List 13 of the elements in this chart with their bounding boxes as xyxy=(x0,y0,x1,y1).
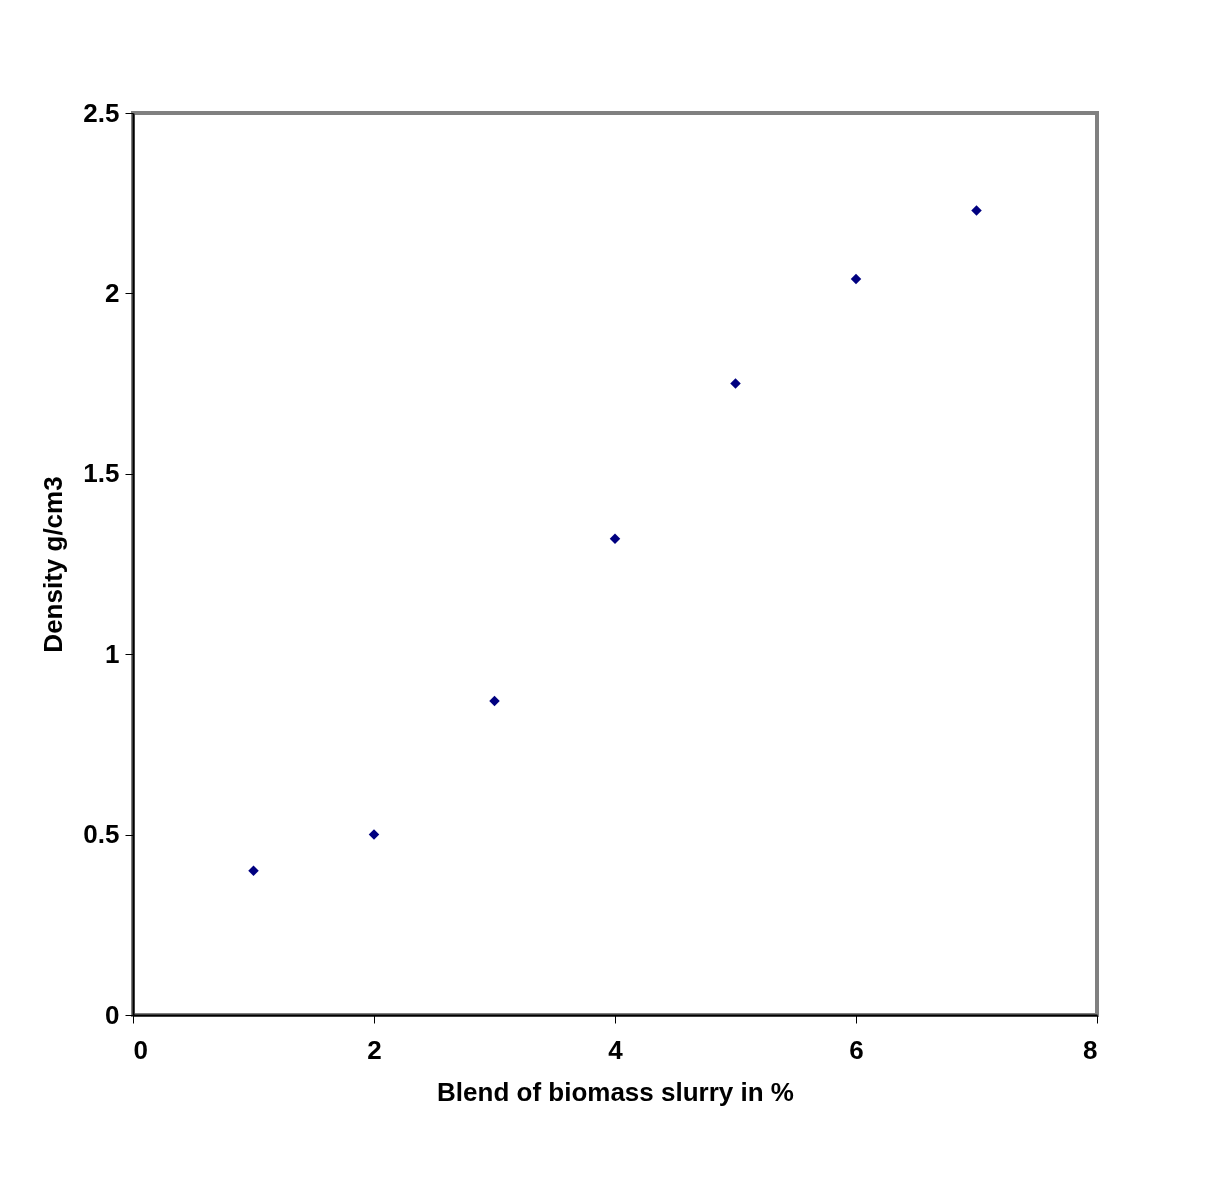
x-tick-label: 0 xyxy=(133,1034,148,1065)
y-tick-label: 1 xyxy=(105,638,120,669)
x-tick-label: 8 xyxy=(1083,1034,1098,1065)
y-tick-label: 1.5 xyxy=(83,458,120,489)
x-axis-title: Blend of biomass slurry in % xyxy=(437,1076,794,1107)
x-tick-label: 2 xyxy=(367,1034,382,1065)
y-tick-label: 2 xyxy=(105,277,120,308)
x-tick-label: 6 xyxy=(849,1034,864,1065)
y-axis-title: Density g/cm3 xyxy=(38,476,69,653)
y-tick-label: 0 xyxy=(105,999,120,1030)
y-tick-label: 0.5 xyxy=(83,819,120,850)
y-tick-label: 2.5 xyxy=(83,97,120,128)
x-tick-label: 4 xyxy=(608,1034,624,1065)
